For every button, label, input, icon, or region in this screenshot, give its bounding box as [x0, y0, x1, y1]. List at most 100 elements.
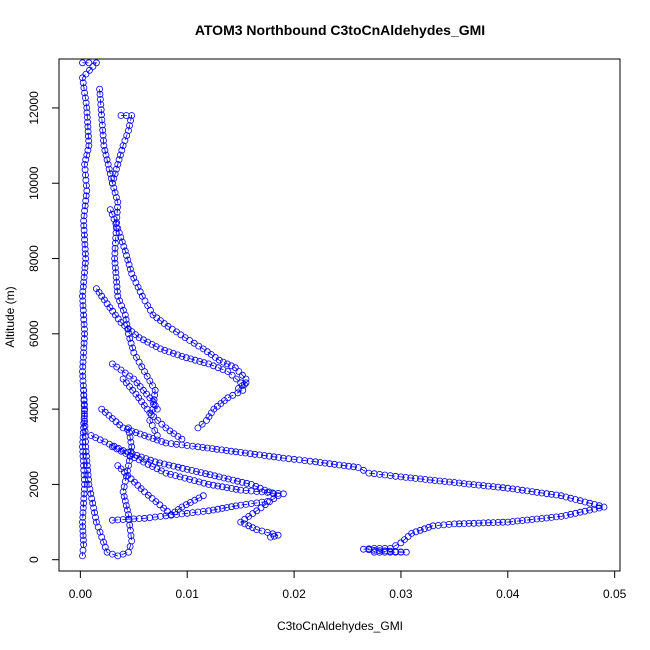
data-point — [202, 470, 209, 478]
data-point — [199, 443, 207, 451]
data-point — [412, 474, 419, 482]
data-point — [116, 297, 123, 305]
data-point — [219, 366, 227, 374]
data-point — [119, 424, 127, 432]
data-point — [80, 391, 88, 399]
data-point — [215, 473, 223, 481]
y-tick-label: 0 — [27, 556, 41, 563]
data-point — [223, 360, 231, 368]
data-point — [80, 84, 88, 92]
data-point — [162, 469, 170, 477]
data-point — [460, 520, 468, 527]
data-point — [81, 207, 88, 215]
data-point — [127, 532, 135, 539]
data-point — [267, 533, 275, 541]
data-point — [392, 472, 400, 480]
data-point — [81, 330, 88, 338]
data-point — [111, 259, 119, 267]
data-point — [214, 505, 222, 513]
data-point — [126, 265, 134, 273]
data-point — [80, 320, 88, 328]
data-point — [301, 457, 309, 465]
data-point — [455, 479, 463, 487]
data-point — [567, 494, 575, 502]
data-point — [144, 460, 152, 468]
data-point — [85, 142, 93, 150]
data-point — [83, 182, 90, 189]
data-point — [232, 448, 240, 456]
data-point — [114, 292, 122, 300]
data-point — [445, 521, 453, 528]
data-point — [263, 497, 271, 505]
data-point — [85, 137, 93, 145]
data-point — [246, 450, 254, 458]
data-point — [182, 354, 190, 362]
data-point — [241, 449, 249, 457]
data-point — [115, 229, 123, 237]
data-point — [119, 142, 127, 150]
data-point — [81, 485, 88, 493]
chart-title: ATOM3 Northbound C3toCnAldehydes_GMI — [195, 22, 485, 38]
data-point — [79, 552, 86, 560]
data-point — [253, 499, 261, 507]
data-point — [205, 507, 213, 515]
data-point — [79, 59, 86, 67]
x-axis: 0.00 0.01 0.02 0.03 0.04 0.05 — [69, 571, 627, 601]
data-point — [425, 523, 433, 531]
data-point — [484, 482, 492, 490]
data-point — [125, 457, 133, 465]
data-point — [130, 515, 138, 523]
data-point — [214, 364, 222, 372]
data-point — [99, 131, 107, 139]
data-point — [80, 499, 87, 507]
data-point — [242, 500, 250, 508]
data-series — [106, 206, 250, 432]
data-point — [227, 447, 235, 455]
series-line — [109, 209, 247, 429]
data-point — [153, 465, 161, 473]
data-point — [122, 472, 130, 480]
data-point — [171, 508, 179, 516]
data-point — [548, 514, 555, 521]
data-point — [360, 545, 367, 553]
data-point — [82, 70, 90, 78]
data-point — [124, 467, 131, 475]
data-point — [386, 548, 394, 556]
data-point — [79, 292, 86, 300]
data-point — [117, 151, 124, 159]
data-point — [127, 448, 135, 455]
data-point — [135, 456, 143, 464]
data-point — [214, 482, 222, 490]
data-point — [538, 489, 546, 497]
data-point — [153, 436, 161, 444]
data-point — [591, 505, 598, 513]
data-point — [97, 106, 105, 114]
data-point — [370, 470, 378, 478]
data-point — [224, 475, 232, 483]
data-point — [215, 356, 223, 364]
data-point — [194, 508, 202, 516]
data-point — [209, 362, 217, 370]
data-point — [126, 521, 134, 529]
data-point — [126, 526, 134, 534]
data-point — [316, 459, 324, 466]
x-tick-label: 0.04 — [496, 587, 520, 601]
data-point — [213, 445, 221, 453]
data-point — [126, 452, 134, 460]
data-point — [80, 466, 88, 474]
data-point — [113, 445, 121, 453]
data-point — [200, 479, 208, 487]
data-point — [81, 480, 88, 488]
data-point — [114, 224, 122, 232]
data-point — [103, 156, 111, 164]
data-point — [82, 94, 89, 102]
data-point — [121, 247, 129, 255]
data-point — [96, 528, 104, 536]
data-point — [200, 359, 208, 367]
data-point — [183, 509, 191, 517]
data-point — [160, 460, 168, 468]
data-point — [227, 362, 235, 370]
data-point — [80, 339, 88, 347]
data-point — [306, 457, 314, 465]
data-point — [120, 483, 128, 491]
